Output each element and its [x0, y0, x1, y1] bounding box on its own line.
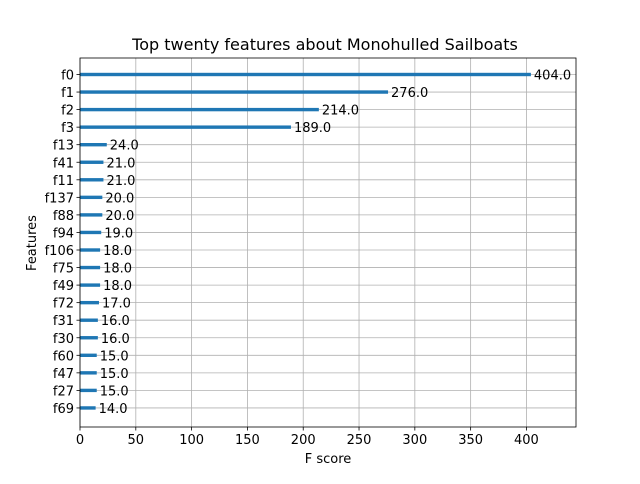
value-label-f106: 18.0	[103, 244, 132, 259]
bar-f11	[80, 178, 104, 182]
value-label-f72: 17.0	[102, 297, 131, 312]
bar-f0	[80, 72, 531, 77]
x-tick-label: 50	[128, 433, 145, 448]
y-tick-label-f11: f11	[53, 174, 74, 189]
x-tick-label: 400	[514, 433, 539, 448]
y-tick-label-f60: f60	[53, 349, 74, 364]
value-label-f49: 18.0	[103, 279, 132, 294]
y-tick-label-f94: f94	[53, 226, 74, 241]
bar-f3	[80, 125, 291, 129]
value-label-f11: 21.0	[106, 174, 135, 189]
bar-f72	[80, 300, 99, 305]
value-label-f27: 15.0	[100, 384, 129, 399]
y-tick-label-f30: f30	[53, 332, 74, 347]
bar-f106	[80, 248, 101, 252]
value-label-f69: 14.0	[99, 402, 128, 417]
value-label-f60: 15.0	[100, 349, 129, 364]
bar-f13	[80, 143, 107, 147]
value-label-f47: 15.0	[100, 367, 129, 382]
y-axis-label: Features	[25, 215, 40, 271]
x-tick-label: 100	[179, 433, 204, 448]
plot-frame	[79, 57, 577, 428]
y-tick-label-f3: f3	[61, 121, 74, 136]
value-label-f94: 19.0	[104, 226, 133, 241]
value-label-f3: 189.0	[294, 121, 331, 136]
y-tick-label-f106: f106	[45, 244, 74, 259]
bar-f27	[80, 388, 97, 393]
y-tick-label-f47: f47	[53, 367, 74, 382]
value-label-f137: 20.0	[105, 191, 134, 206]
x-tick-label: 0	[76, 433, 84, 448]
bar-f2	[80, 107, 319, 112]
y-tick-label-f75: f75	[53, 262, 74, 277]
y-tick-label-f69: f69	[53, 402, 74, 417]
value-label-f30: 16.0	[101, 332, 130, 347]
value-label-f75: 18.0	[103, 262, 132, 277]
y-tick-label-f41: f41	[53, 156, 74, 171]
value-label-f88: 20.0	[105, 209, 134, 224]
y-tick-label-f1: f1	[61, 86, 74, 101]
x-tick-label: 250	[347, 433, 372, 448]
value-label-f13: 24.0	[110, 139, 139, 154]
value-label-f2: 214.0	[322, 104, 359, 119]
y-tick-label-f72: f72	[53, 297, 74, 312]
bar-f94	[80, 230, 102, 235]
value-label-f41: 21.0	[106, 156, 135, 171]
x-axis-label: F score	[305, 452, 352, 467]
value-label-f1: 276.0	[391, 86, 428, 101]
x-tick-label: 350	[458, 433, 483, 448]
value-labels: 404.0 276.0 214.0 189.0 24.0 21.0 21.0 20.0 20.0…	[99, 69, 572, 417]
chart-title: Top twenty features about Monohulled Sai…	[131, 35, 518, 54]
bar-f69	[80, 406, 96, 410]
y-tick-label-f49: f49	[53, 279, 74, 294]
bar-f49	[80, 283, 101, 287]
bar-f60	[80, 353, 97, 357]
y-axis-ticks: f0 f1 f2 f3 f13 f41 f11 f137 f88 f94 f106 f75 f49 f72…	[45, 69, 80, 417]
bar-f88	[80, 213, 103, 217]
bar-f30	[80, 336, 98, 340]
y-tick-label-f27: f27	[53, 384, 74, 399]
x-tick-label: 200	[291, 433, 316, 448]
x-axis-ticks: 0 50 100 150 200 250 300 350 400	[76, 427, 539, 448]
bar-f1	[80, 90, 389, 94]
y-tick-label-f31: f31	[53, 314, 74, 329]
x-tick-label: 150	[235, 433, 260, 448]
bar-f47	[80, 371, 97, 375]
y-tick-label-f2: f2	[61, 104, 74, 119]
bar-f31	[80, 318, 98, 322]
y-tick-label-f0: f0	[61, 69, 74, 84]
value-label-f0: 404.0	[534, 69, 571, 84]
bar-f41	[80, 160, 104, 164]
x-tick-label: 300	[402, 433, 427, 448]
bar-f137	[80, 195, 103, 200]
y-tick-label-f137: f137	[45, 191, 74, 206]
value-label-f31: 16.0	[101, 314, 130, 329]
bar-f75	[80, 265, 101, 270]
y-tick-label-f88: f88	[53, 209, 74, 224]
y-tick-label-f13: f13	[53, 139, 74, 154]
bars	[80, 72, 531, 410]
